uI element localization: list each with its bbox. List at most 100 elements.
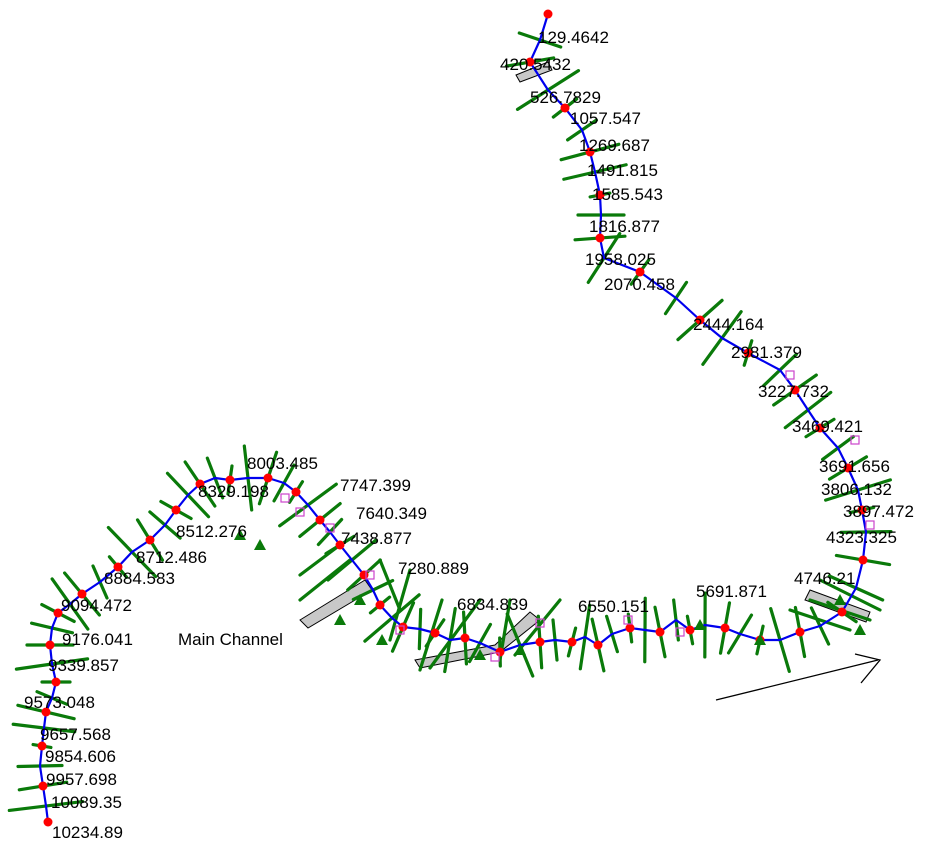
- channel-node: [113, 562, 123, 572]
- station-label: 9657.568: [40, 725, 111, 744]
- station-label: 5691.871: [696, 582, 767, 601]
- cross-section-line: [818, 578, 882, 612]
- channel-node: [843, 463, 853, 473]
- structure-marker: [854, 624, 866, 635]
- station-label: 3691.656: [819, 457, 890, 476]
- structure-marker: [474, 649, 486, 660]
- bank-station-marker: [675, 627, 685, 637]
- station-label: 8884.583: [104, 569, 175, 588]
- cross-section-line: [428, 598, 482, 670]
- station-label: 10089.35: [51, 793, 122, 812]
- channel-node: [567, 637, 577, 647]
- channel-node: [45, 640, 55, 650]
- cross-section-line: [298, 558, 352, 602]
- station-label: 7438.877: [341, 529, 412, 548]
- channel-node: [430, 628, 440, 638]
- bank-station-marker: [490, 652, 500, 662]
- station-label: 9176.041: [62, 630, 133, 649]
- cross-section-line: [788, 608, 852, 632]
- bank-station-marker: [365, 570, 375, 580]
- station-label: 9339.857: [48, 656, 119, 675]
- structure-marker: [834, 594, 846, 605]
- channel-node: [51, 677, 61, 687]
- channel-node: [315, 515, 325, 525]
- channel-node: [837, 607, 847, 617]
- bank-station-marker: [850, 435, 860, 445]
- station-label: 7640.349: [356, 504, 427, 523]
- cross-section-line: [298, 543, 342, 577]
- channel-node: [635, 267, 645, 277]
- reach-label: Main Channel: [178, 630, 283, 649]
- levee-layer: [299, 61, 871, 669]
- station-label: 129.4642: [538, 28, 609, 47]
- station-label: 1057.547: [570, 109, 641, 128]
- channel-node: [685, 625, 695, 635]
- channel-node: [225, 475, 235, 485]
- channel-node: [535, 637, 545, 647]
- bank-station-marker: [280, 493, 290, 503]
- channel-node: [595, 190, 605, 200]
- channel-node: [41, 707, 51, 717]
- channel-node: [695, 315, 705, 325]
- channel-node: [171, 505, 181, 515]
- station-label: 8329.198: [198, 482, 269, 501]
- station-label: 6550.151: [578, 597, 649, 616]
- station-label: 1269.687: [579, 136, 650, 155]
- bank-station-marker: [535, 618, 545, 628]
- channel-node: [195, 479, 205, 489]
- station-label: 4746.21: [794, 569, 855, 588]
- station-label: 8712.486: [136, 548, 207, 567]
- cross-section-line: [378, 558, 402, 612]
- levee-area: [515, 61, 553, 83]
- station-label: 526.7829: [530, 88, 601, 107]
- bank-station-marker: [295, 507, 305, 517]
- channel-node: [525, 57, 535, 67]
- channel-node: [857, 505, 867, 515]
- channel-node: [359, 570, 369, 580]
- channel-node: [77, 589, 87, 599]
- channel-node: [720, 623, 730, 633]
- channel-node: [53, 608, 63, 618]
- channel-node: [655, 627, 665, 637]
- station-label: 1958.025: [585, 250, 656, 269]
- station-label: 7280.889: [398, 559, 469, 578]
- station-label: 420.5432: [500, 55, 571, 74]
- station-label: 8003.485: [247, 454, 318, 473]
- structure-marker: [234, 529, 246, 540]
- bank-station-marker: [623, 615, 633, 625]
- main-channel-line: [38, 13, 868, 823]
- station-label: 9573.048: [24, 693, 95, 712]
- channel-node: [585, 147, 595, 157]
- channel-node: [495, 647, 505, 657]
- channel-node: [815, 423, 825, 433]
- channel-node: [375, 600, 385, 610]
- channel-node: [543, 9, 553, 19]
- cross-sections-layer: [7, 31, 893, 813]
- station-label: 2444.164: [693, 315, 764, 334]
- channel-node: [38, 781, 48, 791]
- channel-node: [263, 473, 273, 483]
- channel-node: [625, 623, 635, 633]
- structure-marker: [254, 539, 266, 550]
- station-label: 6834.839: [457, 595, 528, 614]
- station-label: 2070.458: [604, 275, 675, 294]
- channel-node: [291, 487, 301, 497]
- station-label: 3806.132: [821, 480, 892, 499]
- station-label: 3897.472: [843, 502, 914, 521]
- station-label: 4323.325: [826, 528, 897, 547]
- channel-node: [595, 233, 605, 243]
- bank-station-marker: [865, 520, 875, 530]
- channel-node: [858, 555, 868, 565]
- station-label: 2981.379: [731, 343, 802, 362]
- station-label: 1816.877: [589, 217, 660, 236]
- station-label: 1585.543: [592, 185, 663, 204]
- structure-marker: [334, 614, 346, 625]
- station-label: 9094.472: [61, 596, 132, 615]
- channel-node: [743, 348, 753, 358]
- flow-direction-arrow-icon: [715, 653, 882, 701]
- structure-marker: [694, 619, 706, 630]
- channel-node: [560, 103, 570, 113]
- channel-layer: [38, 13, 868, 823]
- channel-node: [593, 640, 603, 650]
